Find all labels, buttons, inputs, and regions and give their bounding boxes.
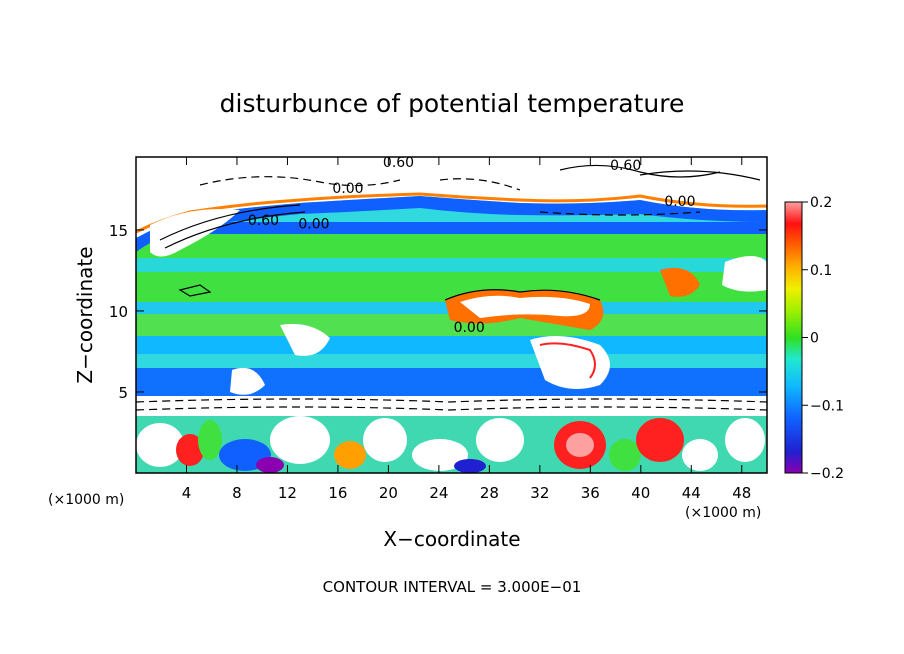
x-tick-label: 48 [732, 484, 751, 502]
chart-title: disturbunce of potential temperature [220, 89, 685, 118]
band-cyan-3 [136, 336, 767, 354]
contour-lines [136, 164, 767, 411]
contour-label-layer: 0.60 0.60 0.00 0.00 0.60 0.00 0.00 [248, 155, 696, 336]
x-tick-label: 8 [232, 484, 242, 502]
x-tick-label: 16 [328, 484, 347, 502]
band-blue-mid [136, 354, 767, 368]
contour-interval-note: CONTOUR INTERVAL = 3.000E−01 [323, 578, 582, 596]
mid-plumes [150, 209, 767, 395]
potential-temperature-field [136, 157, 767, 473]
y-tick-label: 10 [109, 303, 128, 321]
x-axis-ticks: 4 8 12 16 20 24 28 32 36 40 44 48 [182, 157, 751, 502]
x-tick-label: 4 [182, 484, 192, 502]
contour-label: 0.00 [332, 181, 363, 197]
band-lower-white [136, 396, 767, 416]
x-axis-label: X−coordinate [383, 527, 520, 551]
colorbar [784, 201, 803, 474]
contour-label: 0.00 [454, 320, 485, 336]
colorbar-tick-label: −0.1 [810, 398, 844, 414]
x-tick-label: 20 [379, 484, 398, 502]
x-tick-label: 24 [429, 484, 448, 502]
y-tick-label: 15 [109, 222, 128, 240]
band-upper-blue [136, 222, 767, 234]
band-cyan-1 [136, 258, 767, 272]
contour-label: 0.60 [610, 158, 641, 174]
x-tick-label: 12 [278, 484, 297, 502]
colorbar-ticks: 0.2 0.1 0 −0.1 −0.2 [802, 195, 844, 482]
y-tick-label: 5 [118, 384, 128, 402]
contour-label: 0.60 [383, 155, 414, 171]
colorbar-tick-label: 0 [810, 331, 819, 347]
x-axis-unit: (×1000 m) [685, 505, 761, 521]
x-tick-label: 44 [682, 484, 701, 502]
contour-label: 0.60 [248, 213, 279, 229]
x-tick-label: 28 [480, 484, 499, 502]
x-tick-label: 32 [530, 484, 549, 502]
upper-blue-fringe [136, 196, 767, 252]
x-tick-label: 36 [581, 484, 600, 502]
y-axis-ticks: 5 10 15 [109, 222, 767, 402]
contour-label: 0.00 [664, 194, 695, 210]
y-axis-unit: (×1000 m) [48, 492, 124, 508]
colorbar-tick-label: −0.2 [810, 466, 844, 482]
y-axis-label: Z−coordinate [73, 246, 97, 383]
contour-label: 0.00 [298, 216, 329, 232]
plot-frame [135, 156, 768, 474]
colorbar-tick-label: 0.1 [810, 263, 832, 279]
x-tick-label: 40 [631, 484, 650, 502]
colorbar-tick-label: 0.2 [810, 195, 832, 211]
lower-turbulence [136, 416, 765, 473]
